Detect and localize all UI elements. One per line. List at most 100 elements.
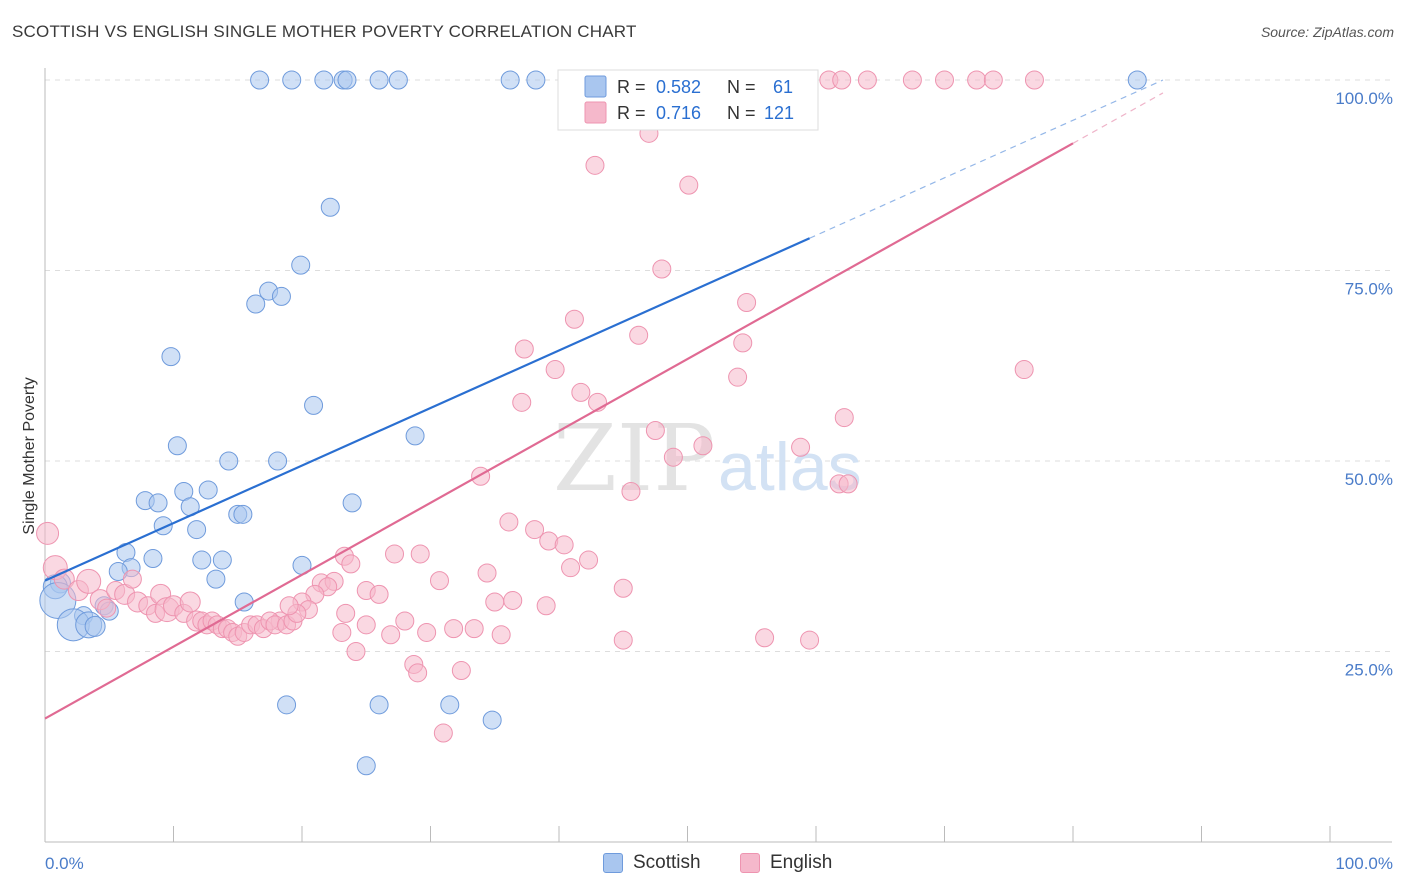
english-point — [444, 619, 464, 639]
legend-label-english: English — [770, 852, 833, 873]
legend-item-scottish[interactable]: Scottish — [603, 852, 701, 874]
english-point — [693, 436, 713, 456]
english-point — [97, 598, 117, 618]
english-point — [545, 360, 565, 380]
english-point — [395, 611, 415, 631]
english-point — [800, 630, 820, 650]
english-point — [346, 642, 366, 661]
english-point — [336, 603, 356, 623]
watermark: ZIP atlas — [553, 405, 862, 512]
english-point — [356, 615, 376, 635]
legend-swatch-scottish — [584, 75, 607, 98]
y-tick-label: 100.0% — [1335, 89, 1393, 108]
english-point — [564, 309, 584, 329]
english-point — [983, 70, 1003, 90]
english-point — [838, 474, 858, 494]
english-point — [76, 568, 102, 594]
axes — [44, 68, 1392, 843]
legend-r-label: R = — [617, 103, 646, 123]
scottish-point — [233, 504, 253, 524]
english-point — [332, 622, 352, 642]
english-point — [385, 544, 405, 564]
x-tick-label: 0.0% — [45, 854, 84, 873]
scottish-point — [388, 70, 408, 90]
english-point — [1024, 70, 1044, 90]
scottish-trend-extension — [809, 79, 1164, 239]
x-tick-label: 100.0% — [1335, 854, 1393, 873]
legend-item-english[interactable]: English — [740, 852, 832, 874]
english-point — [36, 521, 60, 545]
english-point — [122, 569, 142, 589]
scottish-point — [161, 347, 181, 367]
trend-lines — [44, 79, 1164, 720]
scottish-point — [337, 70, 357, 90]
english-point — [613, 630, 633, 650]
scottish-point — [1127, 70, 1147, 90]
series-legend: Scottish English — [0, 852, 1406, 878]
english-point — [369, 584, 389, 604]
scottish-point — [246, 294, 266, 314]
scottish-point — [187, 520, 207, 540]
scottish-point — [440, 695, 460, 715]
scottish-points — [39, 70, 1147, 776]
legend-r-value: 0.716 — [656, 103, 701, 123]
grid-lines — [45, 79, 1392, 652]
scottish-point — [84, 615, 106, 637]
english-point — [834, 408, 854, 428]
scottish-point — [369, 70, 389, 90]
english-point — [429, 571, 449, 591]
scottish-point — [369, 695, 389, 715]
english-point — [728, 367, 748, 387]
english-point — [499, 512, 519, 532]
scottish-point — [320, 197, 340, 217]
scottish-point — [405, 426, 425, 446]
legend-swatch-english — [740, 853, 760, 873]
english-point — [663, 447, 683, 467]
english-point — [485, 592, 505, 612]
english-point — [791, 437, 811, 457]
legend-swatch-english — [584, 101, 607, 124]
scottish-point — [250, 70, 270, 90]
english-point — [561, 558, 581, 578]
scottish-point — [192, 550, 212, 570]
english-point — [755, 628, 775, 648]
scottish-point — [342, 493, 362, 513]
english-point — [1014, 360, 1034, 380]
y-tick-label: 75.0% — [1345, 280, 1393, 299]
scottish-point — [206, 569, 226, 589]
scottish-point — [356, 756, 376, 776]
english-point — [491, 625, 511, 645]
scottish-point — [526, 70, 546, 90]
english-point — [503, 590, 523, 610]
english-trend-line — [44, 142, 1074, 720]
legend-r-label: R = — [617, 77, 646, 97]
scottish-point — [198, 480, 218, 500]
watermark-atlas: atlas — [718, 429, 862, 505]
legend-label-scottish: Scottish — [633, 852, 701, 873]
english-point — [832, 70, 852, 90]
english-point — [451, 661, 471, 681]
english-point — [621, 481, 641, 501]
scottish-point — [219, 451, 239, 471]
english-point — [967, 70, 987, 90]
english-point — [737, 293, 757, 313]
english-point — [536, 596, 556, 616]
legend-r-value: 0.582 — [656, 77, 701, 97]
english-point — [279, 596, 299, 616]
english-point — [410, 544, 430, 564]
scottish-point — [277, 695, 297, 715]
english-point — [477, 563, 497, 583]
scottish-point — [143, 549, 163, 569]
chart-title: SCOTTISH VS ENGLISH SINGLE MOTHER POVERT… — [12, 22, 637, 41]
english-point — [679, 175, 699, 195]
english-point — [571, 382, 591, 402]
tick-labels: 25.0% 50.0% 75.0% 100.0% 0.0% 100.0% — [45, 89, 1393, 873]
english-point — [179, 591, 201, 613]
y-axis-label: Single Mother Poverty — [21, 377, 38, 534]
english-point — [381, 625, 401, 645]
scottish-point — [282, 70, 302, 90]
english-point — [579, 550, 599, 570]
english-point — [733, 333, 753, 353]
english-point — [902, 70, 922, 90]
